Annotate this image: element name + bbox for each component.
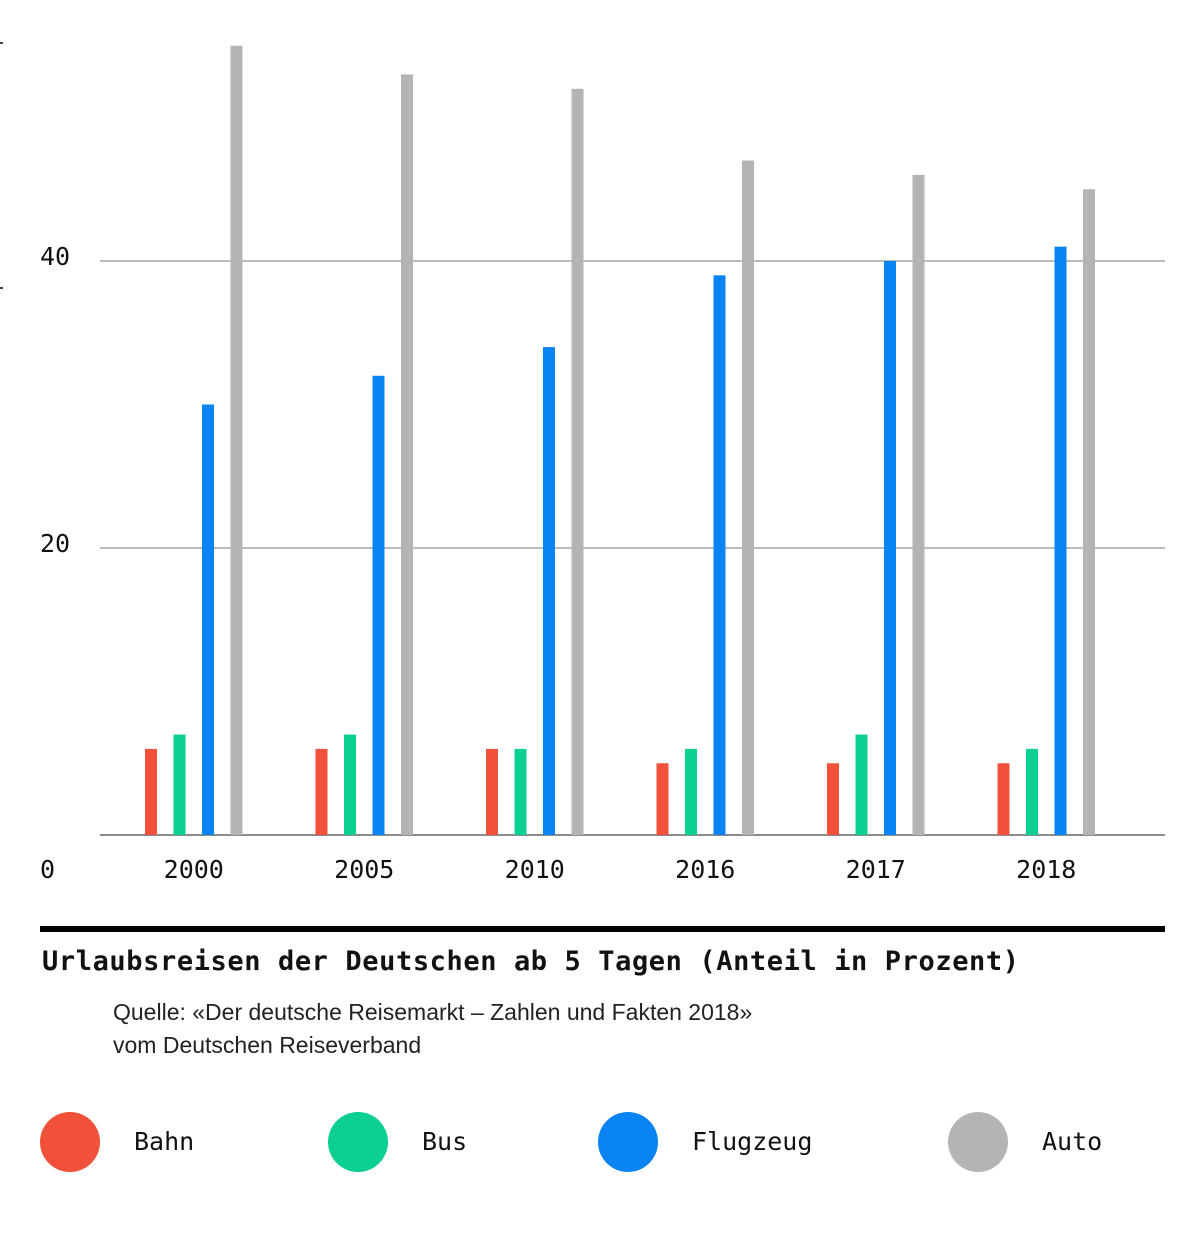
bar-auto-2016 bbox=[742, 160, 754, 836]
bar-auto-2017 bbox=[912, 174, 925, 835]
bar-bus-2018 bbox=[1026, 748, 1038, 835]
bar-bahn-2016 bbox=[656, 763, 669, 835]
bar-bahn-2018 bbox=[997, 763, 1010, 835]
bar-bus-2016 bbox=[685, 748, 697, 835]
legend-label-auto: Auto bbox=[1042, 1127, 1103, 1156]
source-line-2: vom Deutschen Reiseverband bbox=[113, 1032, 422, 1058]
bar-flugzeug-2016 bbox=[713, 275, 726, 836]
title-divider bbox=[40, 926, 1165, 932]
bar-flugzeug-2010 bbox=[543, 347, 555, 835]
x-tick-label-2010: 2010 bbox=[505, 855, 565, 884]
bar-flugzeug-2000 bbox=[202, 404, 214, 835]
bar-bahn-2000 bbox=[145, 748, 157, 835]
bar-flugzeug-2005 bbox=[372, 375, 385, 835]
bar-bahn-2017 bbox=[827, 763, 839, 835]
y-axis-ticks: 0 20 40 bbox=[40, 242, 70, 884]
x-tick-label-2018: 2018 bbox=[1016, 855, 1076, 884]
legend-label-bahn: Bahn bbox=[134, 1127, 195, 1156]
legend-swatch-flugzeug bbox=[598, 1112, 658, 1172]
source-note: Quelle: «Der deutsche Reisemarkt – Zahle… bbox=[113, 996, 752, 1062]
bar-auto-2000 bbox=[230, 45, 243, 835]
bar-bus-2017 bbox=[855, 734, 868, 835]
y-tick-label: 20 bbox=[40, 529, 70, 558]
x-tick-label-2000: 2000 bbox=[164, 855, 224, 884]
legend-label-bus: Bus bbox=[422, 1127, 468, 1156]
legend: Bahn Bus Flugzeug Auto bbox=[0, 1110, 1200, 1180]
chart-title: Urlaubsreisen der Deutschen ab 5 Tagen (… bbox=[42, 946, 1020, 977]
y-tick-label: 0 bbox=[40, 855, 55, 884]
gridlines bbox=[100, 260, 1165, 836]
bar-auto-2005 bbox=[401, 74, 413, 835]
chart-plot: 0 20 40 2000 2005 2010 2016 2017 2018 bbox=[0, 42, 1165, 884]
x-tick-label-2005: 2005 bbox=[334, 855, 394, 884]
x-axis-labels: 2000 2005 2010 2016 2017 2018 bbox=[164, 855, 1077, 884]
bar-auto-2018 bbox=[1083, 189, 1095, 835]
bar-bahn-2005 bbox=[315, 748, 328, 835]
x-tick-label-2016: 2016 bbox=[675, 855, 735, 884]
legend-swatch-auto bbox=[948, 1112, 1008, 1172]
bar-flugzeug-2018 bbox=[1054, 246, 1067, 835]
bar-bahn-2010 bbox=[486, 748, 498, 835]
bar-auto-2010 bbox=[571, 88, 584, 836]
x-tick-label-2017: 2017 bbox=[846, 855, 906, 884]
source-line-1: Quelle: «Der deutsche Reisemarkt – Zahle… bbox=[113, 999, 753, 1025]
bars bbox=[145, 45, 1095, 836]
bar-bus-2005 bbox=[344, 734, 356, 835]
legend-label-flugzeug: Flugzeug bbox=[692, 1127, 813, 1156]
bar-flugzeug-2017 bbox=[884, 261, 896, 835]
legend-swatch-bahn bbox=[40, 1112, 100, 1172]
bar-bus-2010 bbox=[514, 748, 527, 835]
y-tick-label: 40 bbox=[40, 242, 70, 271]
legend-swatch-bus bbox=[328, 1112, 388, 1172]
bar-bus-2000 bbox=[173, 734, 186, 835]
